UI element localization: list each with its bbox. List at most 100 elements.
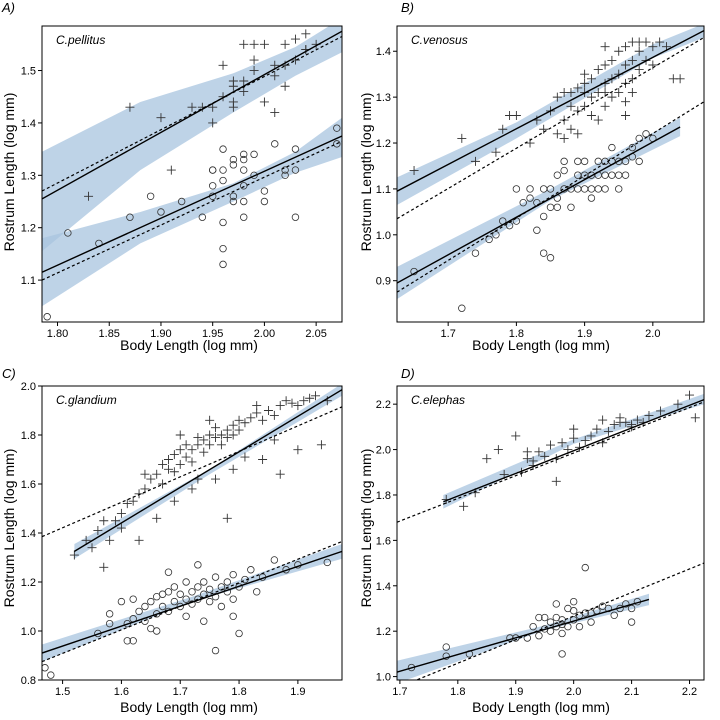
data-point-circle bbox=[458, 304, 466, 312]
data-point-plus bbox=[211, 423, 221, 433]
x-tick-label: 1.7 bbox=[441, 328, 456, 340]
data-point-plus bbox=[470, 156, 480, 166]
data-point-plus bbox=[281, 396, 291, 406]
data-point-circle bbox=[182, 578, 190, 586]
data-point-plus bbox=[252, 401, 262, 411]
x-tick-label: 1.6 bbox=[114, 686, 129, 698]
data-point-plus bbox=[580, 435, 590, 445]
data-point-plus bbox=[199, 447, 209, 457]
data-point-circle bbox=[281, 171, 289, 180]
y-tick-label: 1.6 bbox=[21, 479, 36, 491]
data-point-plus bbox=[685, 390, 695, 400]
y-axis-label: Rostrum Length (log mm) bbox=[358, 93, 374, 252]
data-point-circle bbox=[512, 634, 520, 642]
data-point-plus bbox=[169, 496, 179, 506]
data-point-circle bbox=[615, 185, 623, 193]
plot-area bbox=[42, 386, 342, 679]
data-point-plus bbox=[621, 42, 631, 52]
data-point-circle bbox=[333, 124, 341, 132]
species-label: C.venosus bbox=[411, 33, 468, 47]
data-point-circle bbox=[442, 652, 450, 660]
data-point-plus bbox=[116, 508, 126, 518]
data-point-circle bbox=[47, 671, 55, 679]
panel-label: B) bbox=[401, 0, 414, 15]
data-point-plus bbox=[641, 37, 651, 47]
series-rostrum-circle bbox=[397, 562, 704, 680]
solid-fit-line bbox=[443, 398, 704, 503]
data-point-plus bbox=[166, 165, 176, 175]
data-point-circle bbox=[333, 140, 341, 148]
y-axis-label: Rostrum Length (log mm) bbox=[1, 449, 17, 608]
data-point-circle bbox=[560, 166, 568, 175]
plot-frame bbox=[41, 25, 343, 323]
data-point-plus bbox=[566, 88, 576, 98]
data-point-plus bbox=[240, 452, 250, 462]
data-point-plus bbox=[280, 39, 290, 49]
y-axis-label: Rostrum Length (log mm) bbox=[1, 93, 17, 252]
data-point-plus bbox=[511, 110, 521, 120]
data-point-plus bbox=[240, 418, 250, 428]
data-point-circle bbox=[485, 235, 493, 244]
data-point-plus bbox=[573, 83, 583, 93]
data-point-plus bbox=[111, 516, 121, 526]
y-tick-label: 1.2 bbox=[376, 138, 391, 150]
data-point-circle bbox=[194, 561, 202, 569]
data-point-circle bbox=[219, 244, 227, 253]
panel-label: D) bbox=[401, 366, 415, 381]
data-point-plus bbox=[603, 426, 613, 436]
data-point-plus bbox=[609, 420, 619, 430]
data-point-plus bbox=[175, 430, 185, 440]
data-point-plus bbox=[614, 88, 624, 98]
data-point-circle bbox=[219, 260, 227, 269]
data-point-plus bbox=[269, 410, 279, 420]
x-tick-label: 1.7 bbox=[392, 686, 407, 698]
data-point-plus bbox=[105, 535, 115, 545]
data-point-circle bbox=[176, 602, 184, 611]
data-point-circle bbox=[182, 595, 190, 603]
data-point-plus bbox=[305, 393, 315, 403]
data-point-plus bbox=[634, 46, 644, 56]
data-point-plus bbox=[158, 479, 168, 489]
data-point-plus bbox=[621, 110, 631, 120]
data-point-plus bbox=[534, 447, 544, 457]
data-point-circle bbox=[519, 198, 527, 207]
data-point-plus bbox=[600, 60, 610, 70]
x-tick-label: 2.00 bbox=[254, 328, 275, 340]
data-point-plus bbox=[493, 445, 503, 455]
data-point-circle bbox=[553, 171, 562, 179]
y-tick-label: 1.4 bbox=[21, 528, 36, 540]
data-point-plus bbox=[559, 133, 569, 143]
data-point-circle bbox=[581, 563, 589, 572]
dashed-fit-line bbox=[42, 406, 342, 538]
data-point-circle bbox=[182, 612, 190, 620]
data-point-plus bbox=[193, 432, 203, 442]
panel-b: B) Rostrum Length (log mm) Body Length (… bbox=[358, 0, 705, 353]
data-point-circle bbox=[546, 254, 555, 262]
data-point-plus bbox=[175, 459, 185, 469]
data-point-circle bbox=[219, 166, 227, 174]
series-rostrum-plus bbox=[397, 390, 704, 523]
data-point-circle bbox=[240, 197, 248, 206]
data-point-plus bbox=[134, 489, 144, 499]
data-point-plus bbox=[187, 445, 197, 455]
x-tick-label: 1.9 bbox=[290, 686, 305, 698]
data-point-plus bbox=[539, 124, 549, 134]
data-point-plus bbox=[655, 37, 665, 47]
plot-frame bbox=[396, 385, 705, 681]
data-point-plus bbox=[181, 440, 191, 450]
data-point-plus bbox=[690, 413, 700, 423]
data-point-circle bbox=[188, 588, 196, 596]
data-point-circle bbox=[621, 171, 630, 179]
confidence-band bbox=[42, 26, 342, 252]
data-point-plus bbox=[246, 413, 256, 423]
x-tick-label: 1.85 bbox=[99, 328, 120, 340]
data-point-plus bbox=[656, 406, 666, 416]
data-point-plus bbox=[128, 496, 138, 506]
data-point-circle bbox=[250, 171, 258, 180]
x-tick-label: 2.0 bbox=[566, 686, 581, 698]
data-point-circle bbox=[635, 157, 643, 166]
data-point-circle bbox=[229, 192, 238, 200]
x-tick-label: 2.2 bbox=[682, 686, 697, 698]
confidence-band bbox=[42, 117, 342, 307]
x-axis-label: Body Length (log mm) bbox=[120, 699, 258, 715]
